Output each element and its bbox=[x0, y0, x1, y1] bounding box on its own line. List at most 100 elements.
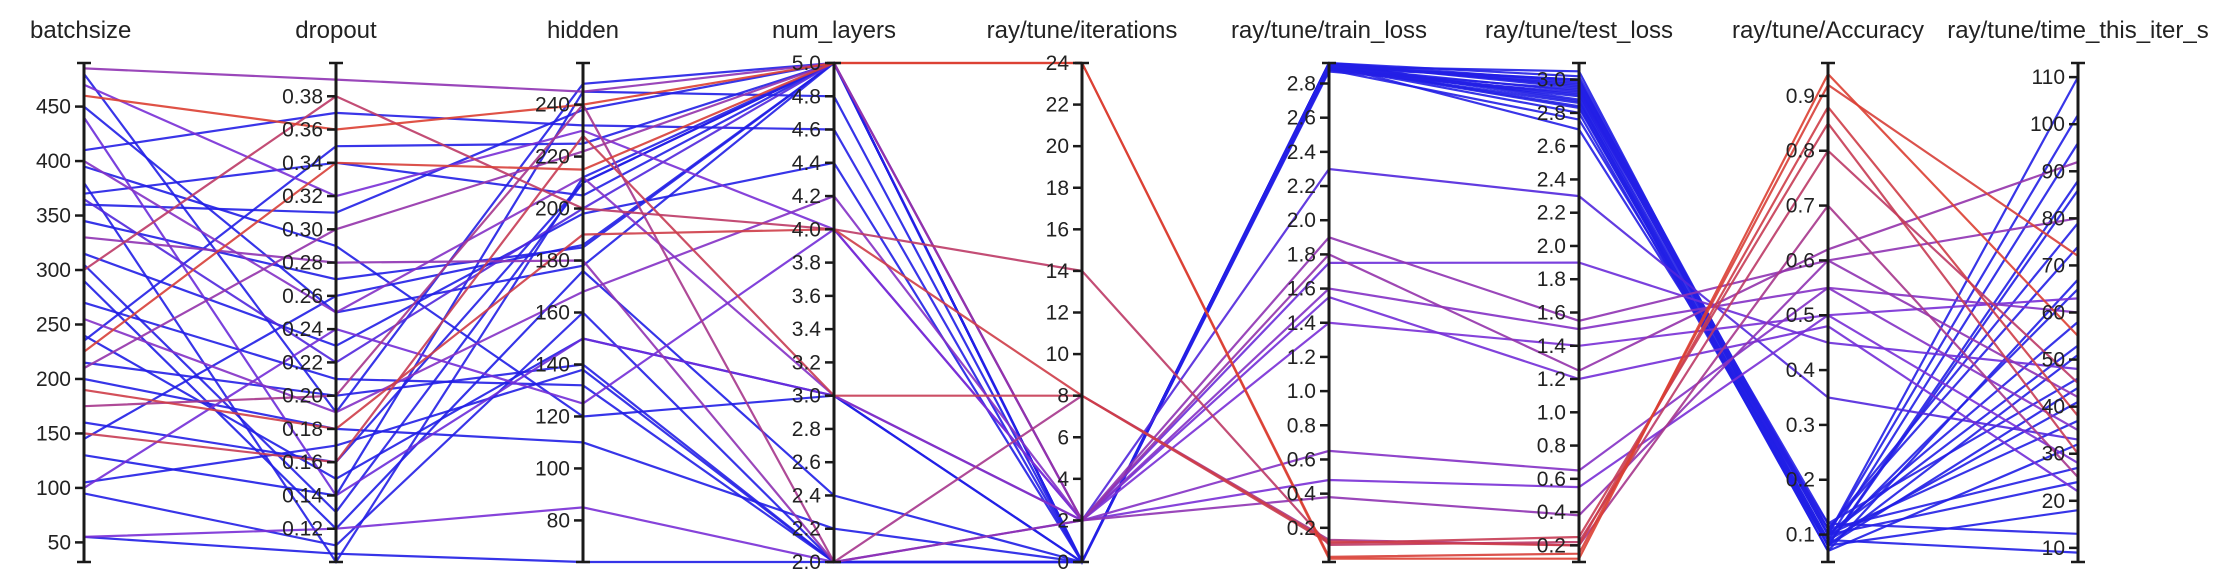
axis-title: ray/tune/iterations bbox=[987, 17, 1178, 44]
tick-label: 4.0 bbox=[792, 218, 821, 241]
tick-label: 0.2 bbox=[1287, 517, 1316, 540]
tick-label: 1.2 bbox=[1287, 346, 1316, 369]
tick-label: 4.6 bbox=[792, 119, 821, 142]
tick-label: 0.5 bbox=[1786, 304, 1815, 327]
tick-label: 0.6 bbox=[1537, 468, 1566, 491]
tick-label: 14 bbox=[1046, 260, 1070, 283]
axis-title: dropout bbox=[295, 17, 377, 44]
tick-label: 1.8 bbox=[1537, 268, 1566, 291]
tick-label: 0.28 bbox=[282, 252, 323, 275]
tick-label: 200 bbox=[535, 198, 570, 221]
tick-label: 220 bbox=[535, 146, 570, 169]
tick-label: 40 bbox=[2042, 396, 2065, 419]
tick-label: 30 bbox=[2042, 443, 2065, 466]
axis-title: hidden bbox=[547, 17, 619, 44]
tick-label: 1.2 bbox=[1537, 368, 1566, 391]
axis-dropout[interactable]: 0.12 0.14 0.16 0.18 0.20 0.22 0.24 0.26 0.28 0.30… bbox=[282, 17, 377, 564]
tick-label: 1.4 bbox=[1537, 335, 1567, 358]
tick-label: 60 bbox=[2042, 302, 2065, 325]
tick-label: 2.2 bbox=[1287, 175, 1316, 198]
tick-label: 1.6 bbox=[1287, 278, 1316, 301]
tick-label: 350 bbox=[36, 205, 71, 228]
tick-label: 2.8 bbox=[1287, 73, 1316, 96]
axes-layer: 50100150200250300350400450batchsize0.120… bbox=[30, 17, 2209, 574]
tick-label: 1.0 bbox=[1287, 380, 1316, 403]
tick-label: 80 bbox=[2042, 207, 2065, 230]
tick-label: 100 bbox=[535, 457, 570, 480]
tick-label: 2.0 bbox=[1287, 209, 1316, 232]
tick-label: 2.2 bbox=[792, 518, 821, 541]
tick-label: 10 bbox=[1046, 343, 1069, 366]
tick-label: 0.1 bbox=[1786, 524, 1815, 547]
tick-label: 5.0 bbox=[792, 52, 821, 75]
axis-hidden[interactable]: 80 100 120 140 160 180 200 220 240 hidden bbox=[535, 17, 619, 564]
tick-label: 0.4 bbox=[1786, 359, 1816, 382]
axis-ray-tune-accuracy[interactable]: 0.1 0.2 0.3 0.4 0.5 0.6 0.7 0.8 0.9 ray/tune/Accu… bbox=[1732, 17, 1924, 564]
tick-label: 50 bbox=[48, 531, 71, 554]
tick-label: 1.8 bbox=[1287, 243, 1316, 266]
tick-label: 0.7 bbox=[1786, 195, 1815, 218]
tick-label: 0.22 bbox=[282, 351, 323, 374]
tick-label: 250 bbox=[36, 313, 71, 336]
tick-label: 20 bbox=[1046, 135, 1069, 158]
tick-label: 10 bbox=[2042, 537, 2065, 560]
tick-label: 20 bbox=[2042, 490, 2065, 513]
tick-label: 0.12 bbox=[282, 518, 323, 541]
tick-label: 4.8 bbox=[792, 85, 821, 108]
tick-label: 0.34 bbox=[282, 152, 323, 175]
tick-label: 70 bbox=[2042, 254, 2065, 277]
tick-label: 0.4 bbox=[1537, 501, 1567, 524]
tick-label: 1.0 bbox=[1537, 401, 1566, 424]
tick-label: 110 bbox=[2032, 66, 2065, 89]
axis-ray-tune-train-loss[interactable]: 0.2 0.4 0.6 0.8 1.0 1.2 1.4 1.6 1.8 2.0 2.2 2.4 2.6 2… bbox=[1231, 17, 1427, 564]
tick-label: 0.38 bbox=[282, 85, 323, 108]
tick-label: 4 bbox=[1057, 468, 1069, 491]
tick-label: 3.2 bbox=[792, 351, 821, 374]
tick-label: 80 bbox=[547, 509, 570, 532]
axis-batchsize[interactable]: 50 100 150 200 250 300 350 400 450 batchsize bbox=[30, 17, 131, 564]
tick-label: 8 bbox=[1057, 385, 1069, 408]
tick-label: 0.8 bbox=[1786, 140, 1815, 163]
tick-label: 0.18 bbox=[282, 418, 323, 441]
tick-label: 450 bbox=[36, 96, 71, 119]
axis-ray-tune-test-loss[interactable]: 0.2 0.4 0.6 0.8 1.0 1.2 1.4 1.6 1.8 2.0 2.2 2.4 2.6 2… bbox=[1485, 17, 1673, 564]
tick-label: 0.3 bbox=[1786, 414, 1815, 437]
tick-label: 160 bbox=[535, 302, 570, 325]
tick-label: 0.2 bbox=[1786, 469, 1815, 492]
tick-label: 0.2 bbox=[1537, 534, 1566, 557]
tick-label: 4.2 bbox=[792, 185, 821, 208]
axis-ray-tune-time-this-iter-s[interactable]: 10 20 30 40 50 60 70 80 90 100 110 ray/tune/time_th… bbox=[1947, 17, 2209, 564]
tick-label: 0.16 bbox=[282, 451, 323, 474]
tick-label: 2.2 bbox=[1537, 202, 1566, 225]
tick-label: 90 bbox=[2042, 160, 2065, 183]
axis-title: ray/tune/train_loss bbox=[1231, 17, 1427, 44]
tick-label: 300 bbox=[36, 259, 71, 282]
tick-label: 0.30 bbox=[282, 218, 323, 241]
tick-label: 0.9 bbox=[1786, 85, 1815, 108]
tick-label: 3.4 bbox=[792, 318, 822, 341]
tick-label: 2.4 bbox=[792, 484, 822, 507]
tick-label: 200 bbox=[36, 368, 71, 391]
axis-title: ray/tune/Accuracy bbox=[1732, 17, 1924, 44]
axis-num-layers[interactable]: 2.0 2.2 2.4 2.6 2.8 3.0 3.2 3.4 3.6 3.8 4.0 4.2 4.4 4… bbox=[772, 17, 896, 574]
tick-label: 2.0 bbox=[792, 551, 821, 574]
axis-title: batchsize bbox=[30, 17, 131, 44]
tick-label: 0.32 bbox=[282, 185, 323, 208]
tick-label: 140 bbox=[535, 353, 570, 376]
tick-label: 0 bbox=[1057, 551, 1069, 574]
tick-label: 6 bbox=[1057, 426, 1069, 449]
tick-label: 3.0 bbox=[1537, 69, 1566, 92]
tick-label: 0.6 bbox=[1786, 249, 1815, 272]
tick-label: 18 bbox=[1046, 177, 1069, 200]
tick-label: 180 bbox=[535, 250, 570, 273]
tick-label: 0.20 bbox=[282, 385, 323, 408]
tick-label: 0.14 bbox=[282, 484, 323, 507]
tick-label: 0.26 bbox=[282, 285, 323, 308]
tick-label: 1.6 bbox=[1537, 302, 1566, 325]
tick-label: 0.8 bbox=[1537, 435, 1566, 458]
tick-label: 50 bbox=[2042, 349, 2065, 372]
tick-label: 24 bbox=[1046, 52, 1070, 75]
tick-label: 0.36 bbox=[282, 119, 323, 142]
tick-label: 3.8 bbox=[792, 252, 821, 275]
